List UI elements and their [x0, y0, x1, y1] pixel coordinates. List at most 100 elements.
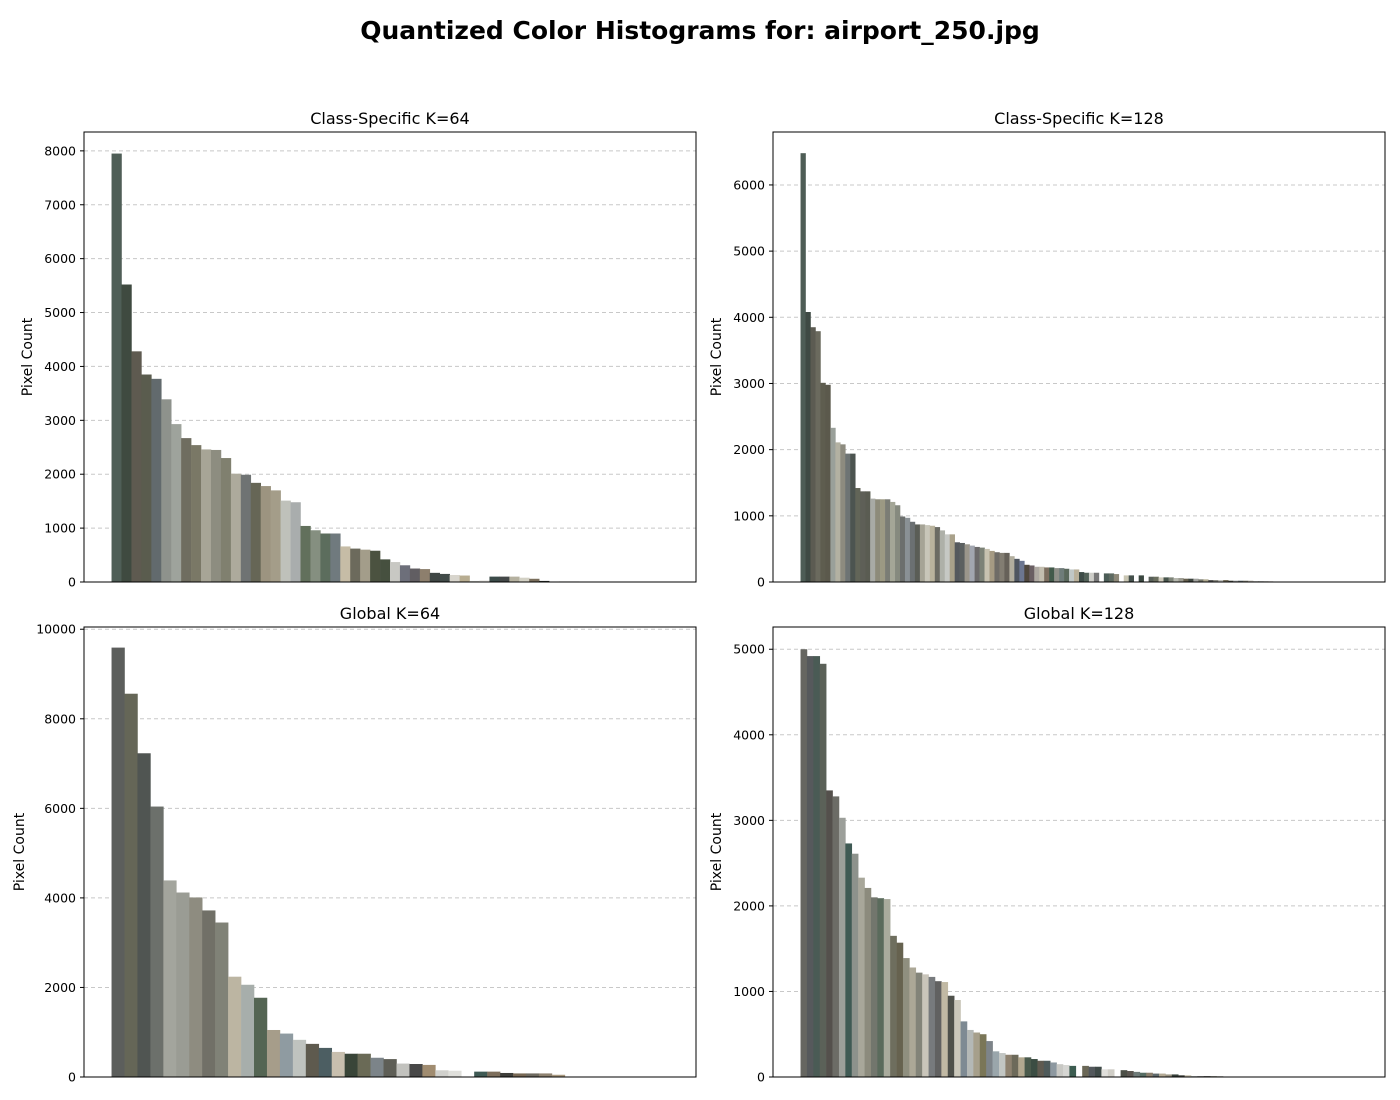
bar: [131, 351, 142, 582]
bar: [934, 981, 942, 1077]
bar: [1133, 1071, 1141, 1077]
bar: [292, 1039, 307, 1077]
bar: [1056, 1064, 1064, 1077]
bar: [551, 1074, 566, 1077]
y-axis-label: Pixel Count: [709, 317, 725, 396]
bar: [1198, 579, 1204, 582]
bar: [820, 382, 826, 582]
bar: [902, 958, 910, 1077]
bar: [914, 524, 921, 582]
bar: [838, 817, 846, 1077]
y-tick-label: 3000: [733, 376, 765, 391]
bar: [1159, 1073, 1166, 1077]
bar: [241, 984, 255, 1077]
bar: [1178, 578, 1184, 582]
bar: [944, 534, 951, 582]
bar: [500, 1072, 514, 1077]
bar: [875, 499, 881, 582]
y-tick-label: 2000: [733, 442, 765, 457]
bar: [439, 573, 450, 582]
chart-panel-4: 0 1000 2000 3000 4000 5000 Global K=128 Pixel C…: [709, 604, 1386, 1085]
bar: [1082, 1065, 1089, 1077]
bar: [864, 887, 872, 1077]
y-tick-label: 0: [68, 1070, 76, 1085]
bar: [1039, 566, 1045, 582]
bar: [960, 1021, 968, 1077]
bar: [850, 453, 856, 582]
bar: [870, 498, 876, 582]
bar: [1030, 1059, 1038, 1077]
bar: [1024, 564, 1030, 582]
bar: [1223, 580, 1229, 582]
y-tick-label: 6000: [44, 251, 76, 266]
bar: [1043, 1060, 1051, 1077]
y-tick-label: 4000: [733, 727, 765, 742]
y-tick-label: 0: [757, 1070, 765, 1085]
bar: [340, 546, 351, 582]
bar: [890, 501, 896, 582]
bar: [1213, 580, 1219, 582]
bar: [922, 974, 929, 1077]
y-tick-label: 1000: [44, 521, 76, 536]
bar: [840, 444, 846, 582]
bar: [344, 1053, 358, 1077]
bar: [1153, 576, 1159, 582]
figure-title: Quantized Color Histograms for: airport_…: [360, 16, 1040, 45]
bar: [1158, 577, 1164, 582]
bar: [992, 1051, 1000, 1077]
bar: [1208, 580, 1214, 582]
bar: [969, 545, 975, 582]
bar: [171, 424, 182, 582]
bar: [538, 1073, 553, 1077]
bar: [519, 577, 530, 582]
bar: [1093, 572, 1100, 582]
bar: [830, 427, 836, 582]
y-tick-label: 4000: [44, 359, 76, 374]
bar: [318, 1047, 333, 1077]
chart-panel-3: 0 2000 4000 6000 8000 10000 Global K=64 Pixel C…: [12, 604, 697, 1085]
bar: [949, 534, 955, 582]
bar: [883, 899, 891, 1077]
bar: [845, 453, 851, 582]
bar: [1037, 1060, 1045, 1077]
bar: [474, 1071, 488, 1077]
bar: [1233, 580, 1239, 582]
bar: [1173, 578, 1179, 582]
bar: [1009, 556, 1015, 582]
chart-panel-2: 0 1000 2000 3000 4000 5000 6000 Class-Specific …: [709, 109, 1386, 590]
bar: [191, 445, 202, 582]
y-tick-label: 3000: [44, 413, 76, 428]
bar: [121, 284, 132, 582]
bar: [459, 575, 470, 582]
bar: [974, 546, 980, 582]
bar: [1064, 568, 1070, 582]
axes-frame: [83, 626, 697, 1078]
bar: [986, 1041, 993, 1077]
bar: [909, 967, 917, 1077]
bar: [1004, 552, 1010, 582]
y-tick-label: 10000: [36, 622, 76, 637]
bar: [370, 1057, 384, 1077]
bar: [890, 935, 897, 1077]
bar: [448, 1070, 462, 1077]
bar: [228, 976, 242, 1077]
bar: [525, 1073, 540, 1077]
bar: [815, 331, 821, 582]
y-tick-label: 2000: [44, 980, 76, 995]
bar: [1088, 1066, 1096, 1077]
bar: [1088, 572, 1095, 582]
bar: [928, 976, 936, 1077]
bar: [1203, 579, 1209, 582]
bar: [1079, 572, 1085, 582]
bar: [954, 1000, 961, 1077]
y-tick-label: 2000: [44, 467, 76, 482]
bar: [1178, 1075, 1185, 1077]
bar: [240, 474, 252, 582]
bar: [966, 1029, 974, 1077]
y-tick-label: 8000: [44, 711, 76, 726]
y-axis-label: Pixel Count: [709, 812, 725, 891]
bar: [499, 576, 510, 582]
chart-title: Class-Specific K=64: [310, 109, 469, 128]
